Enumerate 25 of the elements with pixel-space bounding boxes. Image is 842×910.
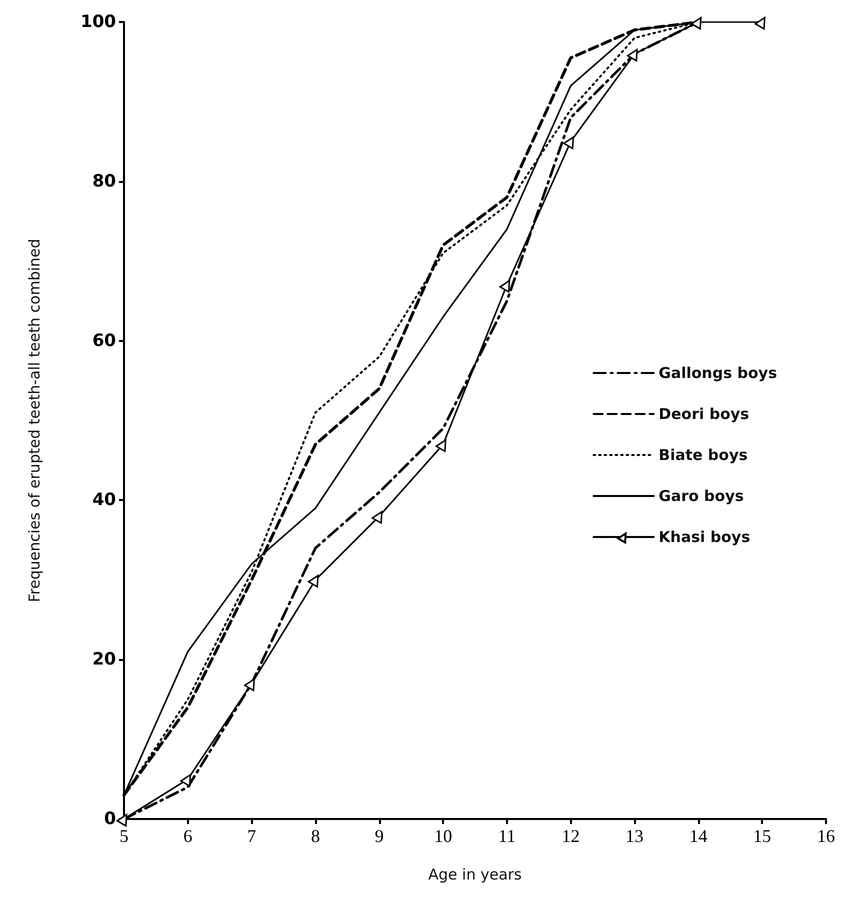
- legend-label: Gallongs boys: [658, 364, 778, 382]
- legend-label: Garo boys: [658, 487, 744, 505]
- legend-label: Deori boys: [658, 405, 750, 423]
- x-tick-label: 16: [817, 826, 835, 846]
- x-tick-label: 15: [753, 826, 772, 846]
- x-axis-title: Age in years: [428, 866, 522, 884]
- x-tick-label: 10: [434, 826, 452, 846]
- x-tick-label: 6: [183, 826, 192, 846]
- x-tick-label: 11: [498, 826, 516, 846]
- legend-label: Biate boys: [658, 446, 748, 464]
- x-tick-label: 7: [247, 826, 256, 846]
- y-tick-label: 60: [92, 330, 116, 351]
- y-tick-label: 100: [80, 12, 116, 32]
- x-tick-label: 5: [120, 826, 128, 846]
- y-tick-label: 20: [92, 650, 116, 670]
- legend-label: Khasi boys: [658, 528, 750, 546]
- y-tick-label: 0: [104, 809, 116, 829]
- x-tick-label: 13: [626, 826, 644, 846]
- y-tick-label: 80: [92, 171, 116, 192]
- x-tick-label: 14: [689, 826, 708, 846]
- x-tick-label: 9: [374, 826, 384, 846]
- y-tick-label: 40: [92, 490, 116, 510]
- y-axis-title: Frequencies of erupted teeth-all teeth combined: [26, 238, 44, 602]
- x-tick-label: 12: [562, 826, 580, 846]
- x-tick-label: 8: [310, 826, 320, 846]
